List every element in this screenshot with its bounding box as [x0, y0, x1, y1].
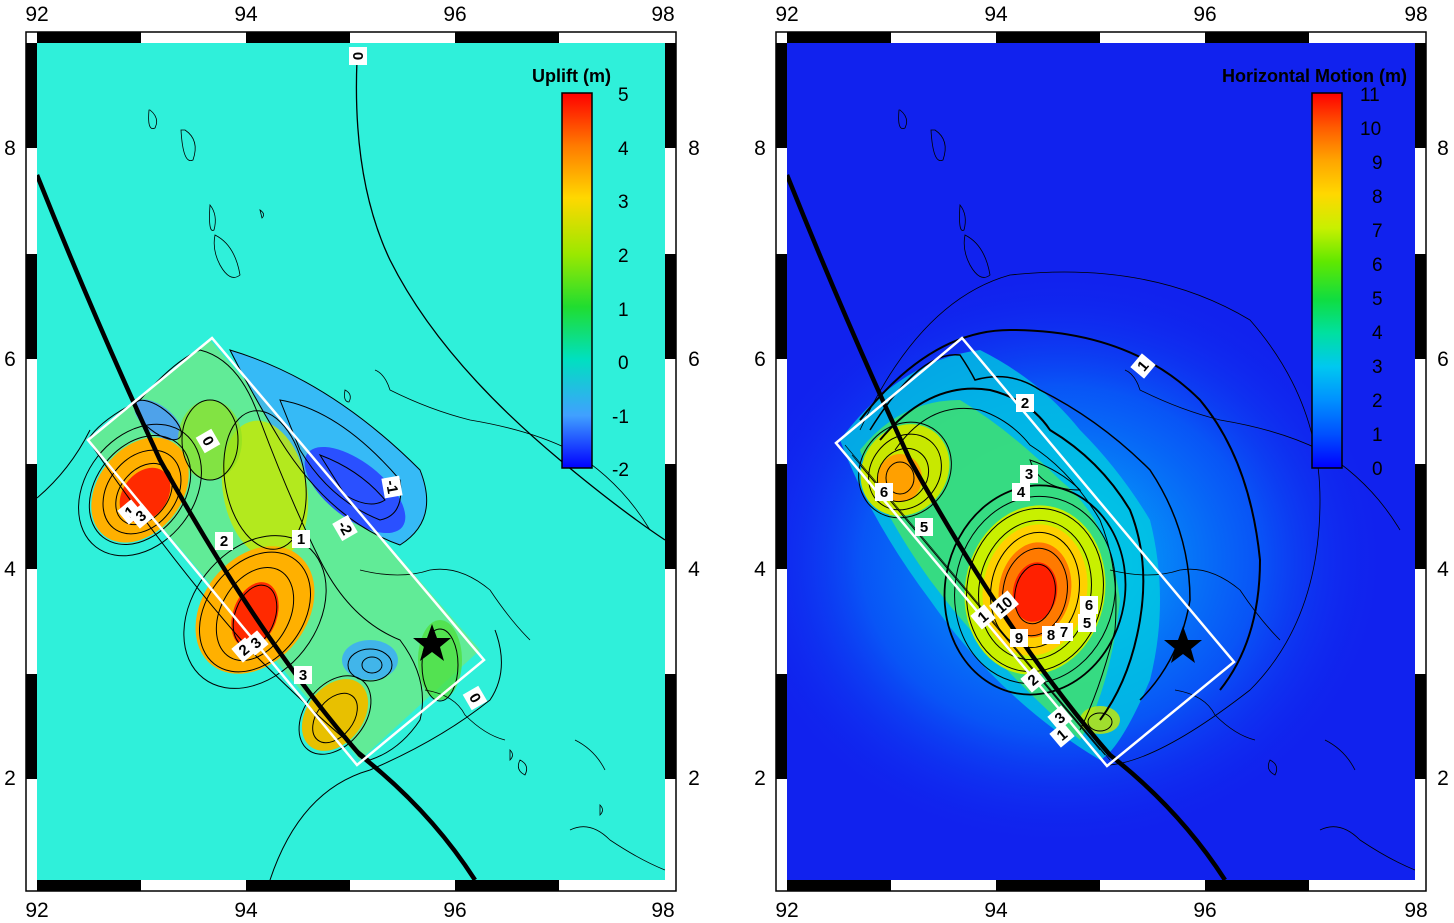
x-tick-label: 98	[651, 3, 674, 26]
colorbar-tick-label: 5	[618, 85, 629, 106]
contour-label: 3	[1025, 466, 1033, 483]
colorbar-tick-label: 5	[1372, 289, 1383, 310]
y-tick-label: 2	[754, 767, 766, 790]
trench-line	[37, 174, 477, 880]
colorbar-tick-label: 3	[1372, 357, 1383, 378]
colorbar-tick-label: 7	[1372, 221, 1383, 242]
y-tick-label: 8	[1437, 137, 1449, 160]
x-tick-label: 96	[443, 3, 466, 26]
contour-label: 8	[1047, 627, 1055, 644]
y-tick-label: 2	[1437, 767, 1449, 790]
colorbar-tick-label: 3	[618, 192, 629, 213]
x-tick-label: 96	[1193, 899, 1216, 922]
x-tick-label: 92	[25, 3, 48, 26]
contour-label: 6	[880, 484, 888, 501]
map-frame-ticks	[776, 32, 1426, 891]
contour-label: 1	[297, 531, 305, 548]
colorbar-tick-label: 0	[618, 353, 629, 374]
horizontal-colorbar	[1311, 92, 1343, 469]
y-tick-label: 2	[4, 767, 16, 790]
uplift-colorbar	[561, 92, 593, 469]
axis-tick-labels: 92 94 96 98 92 94 96 98 8 6 4 2 8 6 4 2 …	[4, 3, 1449, 922]
y-tick-label: 2	[688, 767, 700, 790]
horizontal-contour-labels: 1 2 3 4 6 5 10 9 8 7 5 6 1 2 1 3	[875, 353, 1156, 748]
y-tick-label: 6	[1437, 348, 1449, 371]
contour-label: 9	[1015, 630, 1023, 647]
x-tick-label: 98	[1404, 3, 1427, 26]
y-tick-label: 4	[1437, 558, 1449, 581]
y-tick-label: 4	[4, 558, 16, 581]
contour-label: 7	[1060, 624, 1068, 641]
colorbar-tick-label: 0	[1372, 459, 1383, 480]
colorbar-tick-label: 4	[1372, 323, 1383, 344]
y-tick-label: 8	[4, 137, 16, 160]
x-tick-label: 96	[443, 899, 466, 922]
x-tick-label: 98	[651, 899, 674, 922]
colorbar-tick-label: 6	[1372, 255, 1383, 276]
uplift-colorbar-title: Uplift (m)	[532, 66, 611, 86]
x-tick-label: 92	[25, 899, 48, 922]
colorbar-tick-label: 2	[1372, 391, 1383, 412]
contour-label: 3	[299, 667, 307, 684]
trench-line	[787, 174, 1227, 880]
contour-label: 4	[1017, 484, 1026, 501]
x-tick-label: 92	[775, 3, 798, 26]
contour-label: 2	[220, 533, 228, 550]
horizontal-colorbar-title: Horizontal Motion (m)	[1222, 66, 1407, 86]
fault-plane-outline	[834, 336, 1236, 768]
colorbar-tick-label: 11	[1360, 85, 1380, 106]
x-tick-label: 94	[234, 899, 258, 922]
uplift-map-panel: 0 0 1 1 2 2 3 3 3 -1 -2 0 Uplift (m) 5 4…	[25, 31, 677, 892]
contour-label: 0	[349, 52, 366, 60]
y-tick-label: 6	[754, 348, 766, 371]
x-tick-label: 94	[234, 3, 258, 26]
y-tick-label: 6	[4, 348, 16, 371]
x-tick-label: 98	[1404, 899, 1427, 922]
contour-label: -1	[382, 479, 401, 495]
colorbar-tick-label: 2	[618, 246, 629, 267]
y-tick-label: 8	[688, 137, 700, 160]
colorbar-tick-label: 10	[1360, 119, 1381, 140]
contour-label: 2	[1021, 395, 1029, 412]
x-tick-label: 94	[984, 899, 1008, 922]
colorbar-tick-label: 8	[1372, 187, 1383, 208]
colorbar-tick-label: -2	[612, 460, 629, 481]
x-tick-label: 94	[984, 3, 1008, 26]
epicenter-star-icon	[413, 624, 451, 661]
contour-label: 5	[920, 519, 928, 536]
y-tick-label: 4	[688, 558, 700, 581]
contour-label: 5	[1083, 615, 1091, 632]
horizontal-colorbar-ticks: 11 10 9 8 7 6 5 4 3 2 1 0	[1360, 85, 1383, 480]
fault-plane-outline	[86, 336, 486, 767]
y-tick-label: 8	[754, 137, 766, 160]
colorbar-tick-label: -1	[612, 407, 629, 428]
coastlines	[898, 109, 1415, 871]
x-tick-label: 92	[775, 899, 798, 922]
uplift-contour-labels: 0 0 1 1 2 2 3 3 3 -1 -2 0	[117, 47, 488, 711]
colorbar-tick-label: 1	[618, 300, 629, 321]
colorbar-tick-label: 1	[1372, 425, 1383, 446]
x-tick-label: 96	[1193, 3, 1216, 26]
uplift-colorbar-ticks: 5 4 3 2 1 0 -1 -2	[612, 85, 629, 481]
y-tick-label: 6	[688, 348, 700, 371]
epicenter-star-icon	[1164, 626, 1202, 663]
colorbar-tick-label: 9	[1372, 153, 1383, 174]
contour-label: 6	[1085, 597, 1093, 614]
colorbar-tick-label: 4	[618, 139, 629, 160]
coastlines	[148, 109, 665, 871]
map-frame-ticks	[26, 32, 676, 891]
horizontal-motion-map-panel: 1 2 3 4 6 5 10 9 8 7 5 6 1 2 1 3 Horizon	[775, 31, 1427, 892]
y-tick-label: 4	[754, 558, 766, 581]
